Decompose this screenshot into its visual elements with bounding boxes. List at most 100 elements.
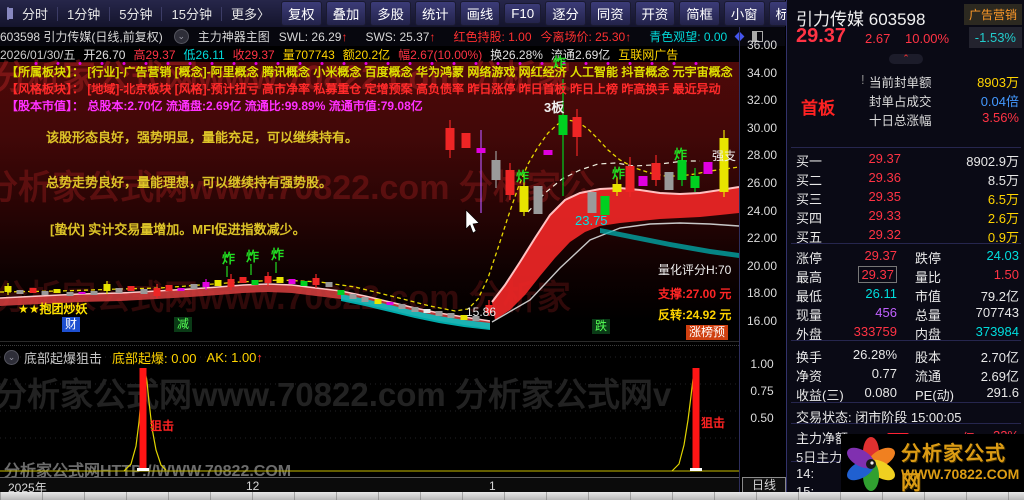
stat-value: 1.50 bbox=[993, 267, 1019, 282]
panel-divider bbox=[791, 423, 1021, 424]
toolbar-button[interactable]: 同资 bbox=[589, 1, 631, 26]
bid-price: 29.37 bbox=[868, 151, 901, 166]
subchart-divider bbox=[0, 345, 739, 346]
mouse-cursor bbox=[465, 209, 480, 234]
sidebar-toggle-icon[interactable] bbox=[7, 7, 13, 20]
chart-label: 支撑:27.00 元 bbox=[658, 287, 732, 301]
menu-item[interactable]: 1分钟 bbox=[67, 7, 101, 22]
toolbar-button[interactable]: 简框 bbox=[679, 1, 720, 26]
stat-label: 换手 bbox=[796, 350, 823, 365]
date-tick: 12 bbox=[246, 479, 260, 493]
info-segment: 今离场价: 25.30↑ bbox=[540, 30, 632, 44]
toolbar-button[interactable]: 复权 bbox=[280, 1, 322, 26]
stat-label: 最高 bbox=[796, 270, 823, 285]
indicator-tick: 1.00 bbox=[750, 357, 774, 371]
date-tick: 1 bbox=[489, 479, 496, 493]
chart-label: 狙击 bbox=[701, 416, 726, 430]
stat-value: 456 bbox=[875, 305, 897, 320]
toolbar-button[interactable]: 小窗 bbox=[723, 1, 765, 26]
price-change-pct: 10.00% bbox=[905, 31, 950, 46]
stat-value: 707743 bbox=[975, 305, 1019, 320]
bid-amount: 8902.9万 bbox=[966, 154, 1019, 169]
quote-panel: 引力传媒 603598 广告营销 29.37 2.67 10.00% -1.53… bbox=[786, 0, 1024, 499]
toolbar-button[interactable]: 开资 bbox=[634, 1, 676, 26]
chart-label: 强支 bbox=[712, 149, 737, 163]
chart-label: 狙击 bbox=[150, 419, 175, 433]
panel-divider bbox=[791, 147, 1021, 148]
chart-label: 量化评分H:70 bbox=[658, 263, 732, 277]
indicator-title[interactable]: 底部起爆狙击 bbox=[24, 351, 103, 366]
chevron-down-icon[interactable]: ⌄ bbox=[173, 29, 189, 44]
stat-value: 291.6 bbox=[986, 385, 1019, 400]
sector-change-pct: -1.53% bbox=[968, 27, 1022, 48]
stat-label: 流通 bbox=[915, 369, 942, 384]
price-tick: 32.00 bbox=[746, 93, 778, 107]
menu-item[interactable]: 更多〉 bbox=[230, 7, 270, 22]
indicator-sub-chart[interactable] bbox=[0, 346, 739, 477]
toolbar-button[interactable]: 多股 bbox=[370, 1, 411, 26]
ohlc-field: 幅2.67(10.00%) bbox=[398, 47, 483, 62]
collapse-chevron-icon[interactable]: ⌄ bbox=[4, 350, 19, 365]
toolbar-button[interactable]: 逐分 bbox=[545, 1, 586, 26]
layout-icon[interactable] bbox=[752, 31, 764, 42]
price-tick: 30.00 bbox=[746, 121, 778, 135]
stat-label: PE(动) bbox=[915, 388, 955, 403]
logo-text: 分析家公式网 bbox=[901, 443, 1006, 494]
toolbar-button[interactable]: 叠加 bbox=[325, 1, 367, 26]
price-change: 2.67 bbox=[865, 31, 891, 46]
stock-title: 引力传媒 603598 bbox=[796, 10, 926, 29]
capital-line: 【股本市值】： 总股本:2.70亿 流通盘:2.69亿 流通比:99.89% 流… bbox=[6, 100, 423, 113]
stat-value: 373984 bbox=[975, 324, 1019, 339]
menu-separator bbox=[57, 6, 59, 21]
price-tick: 20.00 bbox=[746, 259, 778, 273]
horizontal-scrollbar[interactable] bbox=[0, 492, 1024, 500]
date-tick: 2025年 bbox=[8, 481, 47, 495]
chart-label: 15.86 bbox=[466, 305, 497, 319]
ohlc-field: 量707743 bbox=[282, 47, 335, 62]
main-candlestick-chart[interactable] bbox=[0, 62, 739, 344]
price-tick: 34.00 bbox=[746, 66, 778, 80]
toolbar-button[interactable]: 统计 bbox=[414, 1, 456, 26]
stat-value: 0.080 bbox=[864, 385, 897, 400]
price-tick: 16.00 bbox=[746, 314, 778, 328]
stat-label: 股本 bbox=[915, 350, 942, 365]
menu-item[interactable]: 5分钟 bbox=[119, 7, 153, 22]
watermark-logo: 分析家公式网 WWW.70822.COM bbox=[841, 434, 1024, 494]
stat-label: 总量 bbox=[915, 308, 942, 323]
menu-separator bbox=[220, 6, 222, 21]
info-segment: SWL: 26.29↑ bbox=[278, 29, 348, 44]
menu-item[interactable]: 15分钟 bbox=[171, 7, 212, 22]
subchart-header: ⌄ 底部起爆狙击 底部起爆: 0.00 AK: 1.00 ↑ bbox=[4, 348, 263, 367]
info-segment: 青色观望: 0.00 bbox=[649, 30, 728, 44]
bid-price: 29.36 bbox=[868, 170, 901, 185]
chart-label: 23.75 bbox=[575, 213, 608, 228]
ohlc-field: 收29.37 bbox=[232, 47, 275, 62]
trade-status: 交易状态: 闭市阶段 15:00:05 bbox=[796, 410, 962, 425]
ohlc-field: 2026/01/30/五 bbox=[0, 47, 76, 62]
stat-value: 0.77 bbox=[871, 366, 897, 381]
price-tick: 28.00 bbox=[746, 148, 778, 162]
indicator-tick: 0.50 bbox=[750, 411, 774, 425]
price-tick: 18.00 bbox=[746, 286, 778, 300]
info-segment: 603598 引力传媒(日线,前复权) bbox=[0, 30, 163, 44]
sector-tag[interactable]: 广告营销 bbox=[963, 4, 1022, 25]
indicator-value-2: AK: 1.00 bbox=[206, 350, 257, 365]
toolbar-button[interactable]: F10 bbox=[504, 3, 542, 24]
bid-amount: 8.5万 bbox=[987, 173, 1019, 188]
bid-price: 29.35 bbox=[868, 189, 901, 204]
bid-row: 买二 bbox=[796, 173, 823, 188]
ohlc-field: 互联网广告 bbox=[618, 47, 679, 62]
price-tick: 24.00 bbox=[746, 204, 778, 218]
bid-price: 29.32 bbox=[868, 227, 901, 242]
stat-label: 量比 bbox=[915, 270, 942, 285]
stat-label: 市值 bbox=[915, 289, 942, 304]
toolbar-button[interactable]: 画线 bbox=[459, 1, 501, 26]
stat-value: 26.28% bbox=[852, 347, 897, 362]
info-segment: SWS: 25.37↑ bbox=[365, 29, 436, 44]
chart-label: 炸 bbox=[674, 147, 688, 162]
panel-collapse-chevron[interactable]: ⌃ bbox=[889, 54, 923, 64]
board-value: 8903万 bbox=[977, 75, 1019, 90]
menu-item[interactable]: 分时 bbox=[22, 7, 49, 22]
chart-label: 3板 bbox=[544, 100, 565, 115]
panel-divider bbox=[791, 402, 1021, 403]
